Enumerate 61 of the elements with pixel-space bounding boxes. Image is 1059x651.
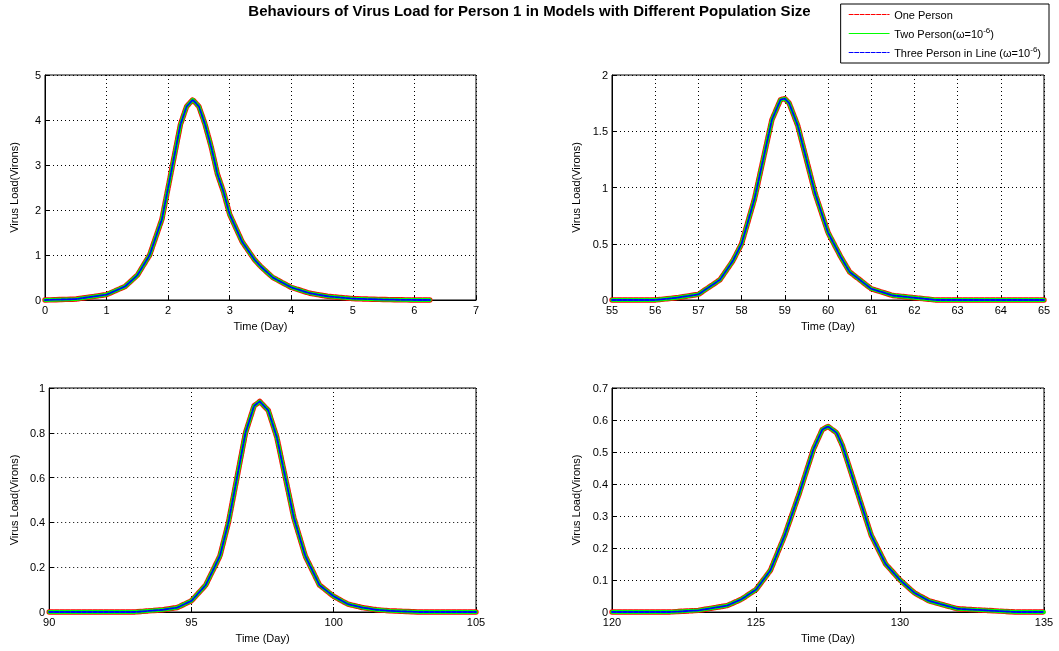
x-axis-title: Time (Day) bbox=[233, 319, 288, 332]
text: Behaviours of Virus Load for Person 1 in Models with Different Population Size bbox=[248, 2, 811, 19]
y-tick-label: 0.4 bbox=[592, 478, 608, 490]
x-tick-label: 55 bbox=[605, 303, 619, 316]
x-tick-label: 63 bbox=[951, 303, 964, 316]
x-tick-label: 56 bbox=[649, 303, 662, 316]
y-tick-label: 0 bbox=[601, 294, 608, 306]
x-tick-label: 62 bbox=[908, 303, 921, 316]
x-tick-label: 4 bbox=[288, 303, 295, 316]
x-tick-label: 135 bbox=[1034, 615, 1054, 628]
y-tick-label: 0.7 bbox=[592, 382, 608, 394]
y-tick-label: 0.2 bbox=[592, 542, 608, 554]
x-tick-label: 59 bbox=[778, 303, 791, 316]
y-axis-title: Virus Load(Virons) bbox=[7, 142, 20, 233]
x-tick-label: 1 bbox=[103, 303, 110, 316]
y-tick-label: 0.6 bbox=[29, 471, 46, 484]
x-tick-label: 95 bbox=[185, 615, 198, 628]
x-tick-label: 60 bbox=[821, 303, 835, 316]
y-tick-label: 4 bbox=[34, 114, 41, 126]
y-axis-title: Virus Load(Virons) bbox=[570, 142, 583, 233]
x-tick-label: 5 bbox=[349, 303, 356, 316]
y-axis-title: Virus Load(Virons) bbox=[7, 454, 20, 546]
y-tick-label: 0.2 bbox=[29, 561, 46, 574]
x-axis-title: Time (Day) bbox=[801, 631, 855, 644]
x-axis-title: Time (Day) bbox=[801, 319, 855, 332]
y-tick-label: 0.5 bbox=[592, 237, 608, 250]
y-tick-label: 0 bbox=[39, 606, 46, 618]
y-tick-label: 0.8 bbox=[29, 426, 46, 439]
y-tick-label: 0.1 bbox=[592, 574, 608, 586]
y-tick-label: 0.4 bbox=[29, 516, 46, 529]
y-tick-label: 0 bbox=[34, 294, 41, 306]
y-tick-label: 0.3 bbox=[592, 510, 608, 522]
x-tick-label: 61 bbox=[865, 303, 878, 316]
y-tick-label: 1 bbox=[601, 181, 608, 194]
legend-label: One Person bbox=[894, 8, 953, 21]
x-tick-label: 58 bbox=[735, 303, 748, 316]
y-tick-label: 3 bbox=[34, 159, 41, 171]
y-tick-label: 5 bbox=[34, 69, 41, 81]
x-tick-label: 65 bbox=[1037, 303, 1051, 316]
y-tick-label: 0 bbox=[601, 606, 608, 618]
x-tick-label: 2 bbox=[165, 303, 172, 316]
x-tick-label: 105 bbox=[466, 615, 486, 628]
x-tick-label: 100 bbox=[324, 615, 343, 628]
x-tick-label: 57 bbox=[692, 303, 705, 316]
x-axis-title: Time (Day) bbox=[235, 631, 290, 644]
x-tick-label: 64 bbox=[994, 303, 1007, 316]
y-tick-label: 2 bbox=[34, 204, 41, 216]
x-tick-label: 90 bbox=[43, 615, 56, 628]
y-axis-title: Virus Load(Virons) bbox=[570, 454, 583, 546]
y-tick-label: 2 bbox=[601, 69, 608, 81]
x-tick-label: 125 bbox=[746, 615, 766, 628]
y-tick-label: 1 bbox=[34, 249, 41, 261]
x-tick-label: 6 bbox=[411, 303, 418, 316]
y-tick-label: 1 bbox=[39, 382, 46, 394]
x-tick-label: 7 bbox=[472, 303, 480, 316]
x-tick-label: 120 bbox=[602, 615, 622, 628]
y-tick-label: 0.6 bbox=[592, 414, 608, 426]
x-tick-label: 130 bbox=[890, 615, 910, 628]
y-tick-label: 0.5 bbox=[592, 446, 608, 458]
y-tick-label: 1.5 bbox=[592, 125, 608, 138]
x-tick-label: 3 bbox=[226, 303, 233, 316]
